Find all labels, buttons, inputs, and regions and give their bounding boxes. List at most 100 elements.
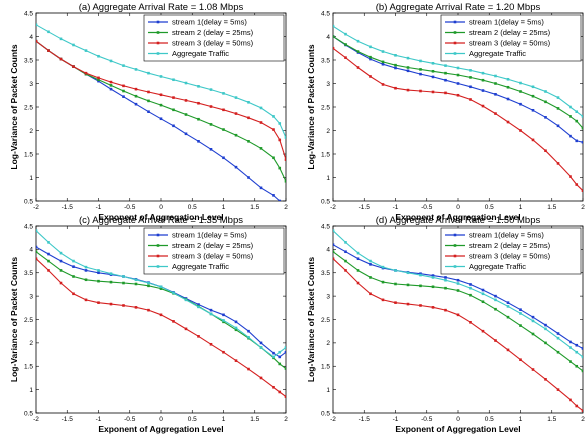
data-point-s1: [406, 69, 410, 73]
legend: stream 1(delay = 5ms)stream 2 (delay = 2…: [143, 227, 285, 275]
data-point-s3: [247, 116, 250, 120]
x-tick-label: 1.5: [547, 204, 556, 211]
data-point-s4: [72, 259, 75, 263]
data-point-s1: [481, 89, 485, 92]
legend-marker: [156, 265, 160, 268]
data-point-s1: [569, 134, 572, 138]
legend-marker: [453, 31, 457, 34]
data-point-s4: [259, 346, 263, 349]
data-point-s4: [59, 37, 63, 41]
data-point-s4: [222, 92, 225, 95]
data-point-s3: [556, 162, 560, 165]
data-point-s1: [197, 140, 200, 143]
data-point-s1: [109, 87, 113, 91]
data-point-s2: [122, 89, 125, 93]
data-point-s4: [356, 39, 360, 43]
data-point-s2: [444, 71, 447, 75]
y-tick-label: 3.5: [24, 57, 33, 64]
data-point-s3: [97, 301, 100, 304]
x-axis-label: Exponent of Aggregation Level: [98, 424, 223, 434]
data-point-s1: [278, 355, 282, 359]
data-point-s3: [234, 359, 238, 362]
data-point-s2: [209, 123, 213, 126]
data-point-s2: [134, 94, 138, 98]
data-point-s1: [581, 347, 583, 350]
data-point-s3: [406, 88, 410, 92]
y-axis-label: Log-Variance of Packet Counts: [9, 44, 19, 169]
chart-title: (d) Aggregate Arrival Rate = 1.50 Mbps: [376, 215, 541, 226]
data-point-s3: [134, 87, 138, 91]
x-tick-label: 1: [519, 416, 523, 423]
data-point-s4: [272, 115, 275, 118]
legend-entry: stream 2 (delay = 25ms): [469, 241, 551, 250]
data-point-s4: [134, 68, 138, 71]
data-point-s3: [172, 96, 175, 99]
data-point-s2: [247, 140, 250, 143]
x-tick-label: 2: [284, 204, 288, 211]
data-point-s3: [381, 83, 385, 86]
series-line-4: [36, 230, 286, 358]
data-point-s2: [506, 315, 510, 319]
data-point-s4: [159, 285, 163, 289]
data-point-s3: [209, 342, 213, 346]
y-axis-label: Log-Variance of Packet Counts: [306, 44, 316, 169]
data-point-s4: [456, 66, 460, 70]
data-point-s1: [259, 341, 263, 345]
data-point-s2: [381, 60, 385, 64]
legend-entry: stream 1(delay = 5ms): [172, 231, 247, 240]
data-point-s3: [333, 46, 335, 50]
data-point-s1: [134, 102, 138, 106]
data-point-s3: [247, 367, 250, 371]
data-point-s2: [569, 360, 572, 363]
data-point-s3: [569, 398, 572, 402]
data-point-s1: [234, 165, 238, 169]
data-point-s1: [494, 294, 497, 298]
x-axis-label: Exponent of Aggregation Level: [395, 212, 520, 222]
data-point-s2: [556, 107, 560, 110]
series-line-3: [333, 258, 583, 412]
data-point-s2: [575, 364, 579, 368]
data-point-s4: [575, 350, 579, 354]
data-point-s1: [556, 332, 560, 335]
y-tick-label: 2.5: [321, 104, 330, 111]
data-point-s2: [134, 282, 138, 286]
data-point-s4: [544, 327, 547, 331]
data-point-s4: [247, 335, 250, 339]
data-point-s3: [456, 93, 460, 97]
data-point-s1: [369, 57, 372, 61]
data-point-s2: [159, 103, 163, 107]
data-point-s2: [147, 284, 150, 288]
data-point-s2: [419, 284, 422, 288]
data-point-s1: [519, 102, 522, 106]
legend-marker: [453, 244, 457, 247]
data-point-s2: [531, 94, 535, 98]
data-point-s4: [284, 346, 286, 349]
data-point-s3: [569, 175, 572, 178]
data-point-s4: [406, 56, 410, 60]
legend-entry: Aggregate Traffic: [172, 262, 229, 271]
data-point-s4: [419, 273, 422, 277]
data-point-s4: [369, 259, 372, 263]
series-line-2: [36, 40, 286, 182]
data-point-s4: [406, 271, 410, 275]
data-point-s2: [356, 50, 360, 53]
data-point-s1: [469, 283, 472, 286]
y-tick-label: 3.5: [24, 270, 33, 277]
data-point-s2: [344, 43, 347, 46]
legend-marker: [453, 233, 457, 237]
y-tick-label: 0.5: [24, 410, 33, 417]
data-point-s1: [544, 323, 547, 327]
x-tick-label: -1: [393, 416, 399, 423]
series-group: [36, 229, 286, 398]
data-point-s4: [531, 319, 535, 323]
data-point-s4: [284, 136, 286, 139]
data-point-s3: [259, 121, 263, 124]
data-point-s2: [356, 269, 360, 272]
y-tick-label: 2.5: [321, 317, 330, 324]
data-point-s3: [444, 91, 447, 95]
x-tick-label: -2: [33, 416, 39, 423]
series-line-4: [333, 25, 583, 117]
data-point-s4: [59, 251, 63, 255]
data-point-s3: [84, 298, 88, 302]
data-point-s1: [544, 116, 547, 119]
